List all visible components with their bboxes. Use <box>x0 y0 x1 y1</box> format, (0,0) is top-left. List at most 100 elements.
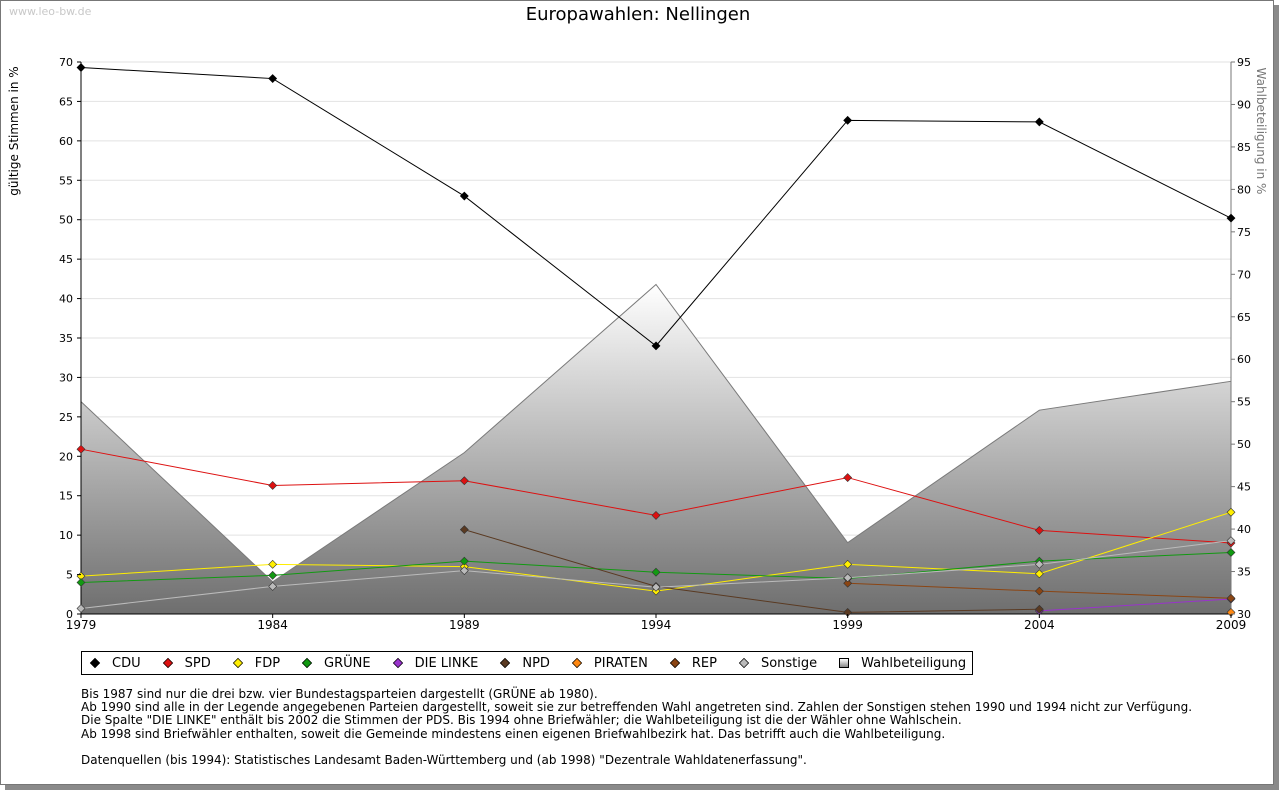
y2-tick-label: 80 <box>1237 183 1251 196</box>
series-point-spd <box>843 473 853 483</box>
series-point-cdu <box>1226 213 1236 223</box>
legend-marker-icon <box>571 657 583 669</box>
y-tick-label: 45 <box>59 253 73 266</box>
series-point-fdp <box>843 559 853 569</box>
legend-item-spd: SPD <box>162 655 211 671</box>
turnout-area <box>80 283 1232 615</box>
legend-label: CDU <box>112 655 141 671</box>
legend-marker-icon <box>89 657 101 669</box>
y2-tick-label: 65 <box>1237 311 1251 324</box>
legend-marker-icon <box>162 657 173 669</box>
series-point-sonstige <box>1034 559 1044 569</box>
y-tick-label: 50 <box>59 214 73 227</box>
note-line: Ab 1990 sind alle in der Legende angegeb… <box>81 700 1193 715</box>
legend-marker-icon <box>232 657 243 669</box>
series-point-rep <box>1226 593 1236 603</box>
x-tick-label: 2009 <box>1216 618 1247 632</box>
legend-marker-icon <box>738 657 750 669</box>
y2-tick-label: 35 <box>1237 566 1251 579</box>
legend-label: DIE LINKE <box>414 655 479 671</box>
series-point-cdu <box>268 74 278 83</box>
series-line-npd <box>464 529 1040 613</box>
series-point-spd <box>1034 525 1044 535</box>
y2-tick-label: 40 <box>1237 523 1251 536</box>
series-point-sonstige <box>651 582 661 592</box>
y-tick-label: 35 <box>59 332 73 345</box>
legend-item-npd: NPD <box>500 656 550 671</box>
legend-item-wahlbeteiligung: Wahlbeteiligung <box>839 656 966 671</box>
legend-marker-icon <box>500 657 511 669</box>
series-point-sonstige <box>76 604 86 613</box>
y-tick-label: 10 <box>59 529 73 542</box>
y-tick-label: 5 <box>66 569 73 582</box>
chart-plot: 0 5 10 15 20 25 30 35 40 45 50 55 60 65 70 30 35 40 45 50 55… <box>59 56 1251 632</box>
y-tick-label: 0 <box>66 608 73 621</box>
legend-item-fdp: FDP <box>232 655 281 671</box>
series-point-npd <box>459 525 469 535</box>
chart-legend: CDU SPD FDP GRÜNE DIE LINKE NPD PIRATEN REP Sons… <box>81 651 974 675</box>
y2-tick-label: 85 <box>1237 141 1251 154</box>
x-tick-label: 1979 <box>66 618 97 632</box>
legend-label: NPD <box>522 655 550 671</box>
legend-item-cdu: CDU <box>89 655 141 671</box>
note-line: Die Spalte "DIE LINKE" enthält bis 2002 … <box>81 713 962 728</box>
y-tick-label: 55 <box>59 174 73 187</box>
y2-tick-label: 95 <box>1237 56 1251 69</box>
series-point-spd <box>459 476 469 486</box>
x-tick-label: 2004 <box>1024 618 1055 632</box>
y-tick-label: 70 <box>59 56 73 69</box>
y2-tick-label: 75 <box>1237 226 1251 239</box>
series-point-sonstige <box>268 581 278 591</box>
series-point-npd <box>1034 604 1044 614</box>
series-point-cdu <box>459 191 469 201</box>
legend-marker-icon <box>669 657 680 669</box>
series-point-fdp <box>268 559 278 569</box>
series-point-gruene <box>1226 548 1236 557</box>
chart-notes: Bis 1987 sind nur die drei bzw. vier Bun… <box>81 687 1193 767</box>
legend-label: SPD <box>184 655 211 671</box>
series-point-rep <box>1034 586 1044 596</box>
legend-item-sonstige: Sonstige <box>738 656 817 671</box>
series-point-gruene <box>459 556 469 566</box>
y-tick-label: 40 <box>59 293 73 306</box>
legend-marker-icon <box>301 657 313 669</box>
legend-item-gruene: GRÜNE <box>301 656 371 671</box>
series-point-cdu <box>651 341 661 351</box>
x-tick-label: 1989 <box>449 618 480 632</box>
y2-tick-label: 45 <box>1237 481 1251 494</box>
series-point-cdu <box>843 115 853 125</box>
legend-label: Wahlbeteiligung <box>861 655 967 671</box>
y-tick-label: 15 <box>59 490 73 503</box>
y2-tick-label: 60 <box>1237 353 1251 366</box>
series-point-spd <box>268 481 278 490</box>
y-tick-label: 20 <box>59 450 73 463</box>
x-tick-label: 1984 <box>257 618 288 632</box>
series-point-rep <box>843 578 853 588</box>
legend-label: FDP <box>254 655 281 671</box>
legend-label: REP <box>691 655 717 671</box>
y2-tick-label: 50 <box>1237 438 1251 451</box>
series-point-cdu <box>1034 117 1044 127</box>
series-point-spd <box>76 444 86 454</box>
series-point-fdp <box>1226 507 1236 517</box>
series-point-gruene <box>268 570 278 580</box>
series-line-die-linke <box>1039 598 1232 612</box>
x-tick-label: 1999 <box>832 618 863 632</box>
chart-title: Europawahlen: Nellingen <box>525 4 751 25</box>
legend-marker-icon <box>392 657 403 669</box>
data-source-note: Datenquellen (bis 1994): Statistisches L… <box>81 752 807 767</box>
legend-label: PIRATEN <box>593 655 648 671</box>
series-point-gruene <box>76 578 86 587</box>
y-tick-label: 25 <box>59 411 73 424</box>
series-point-fdp <box>1034 569 1044 579</box>
note-line: Bis 1987 sind nur die drei bzw. vier Bun… <box>81 687 598 701</box>
note-line: Ab 1998 sind Briefwähler enthalten, sowe… <box>81 726 946 741</box>
series-point-sonstige <box>1226 536 1236 546</box>
legend-marker-icon <box>839 658 850 668</box>
y2-tick-label: 55 <box>1237 396 1251 409</box>
legend-item-die-linke: DIE LINKE <box>392 655 479 671</box>
y-tick-label: 30 <box>59 371 73 384</box>
y2-tick-label: 30 <box>1237 608 1251 621</box>
series-point-sonstige <box>459 566 469 576</box>
